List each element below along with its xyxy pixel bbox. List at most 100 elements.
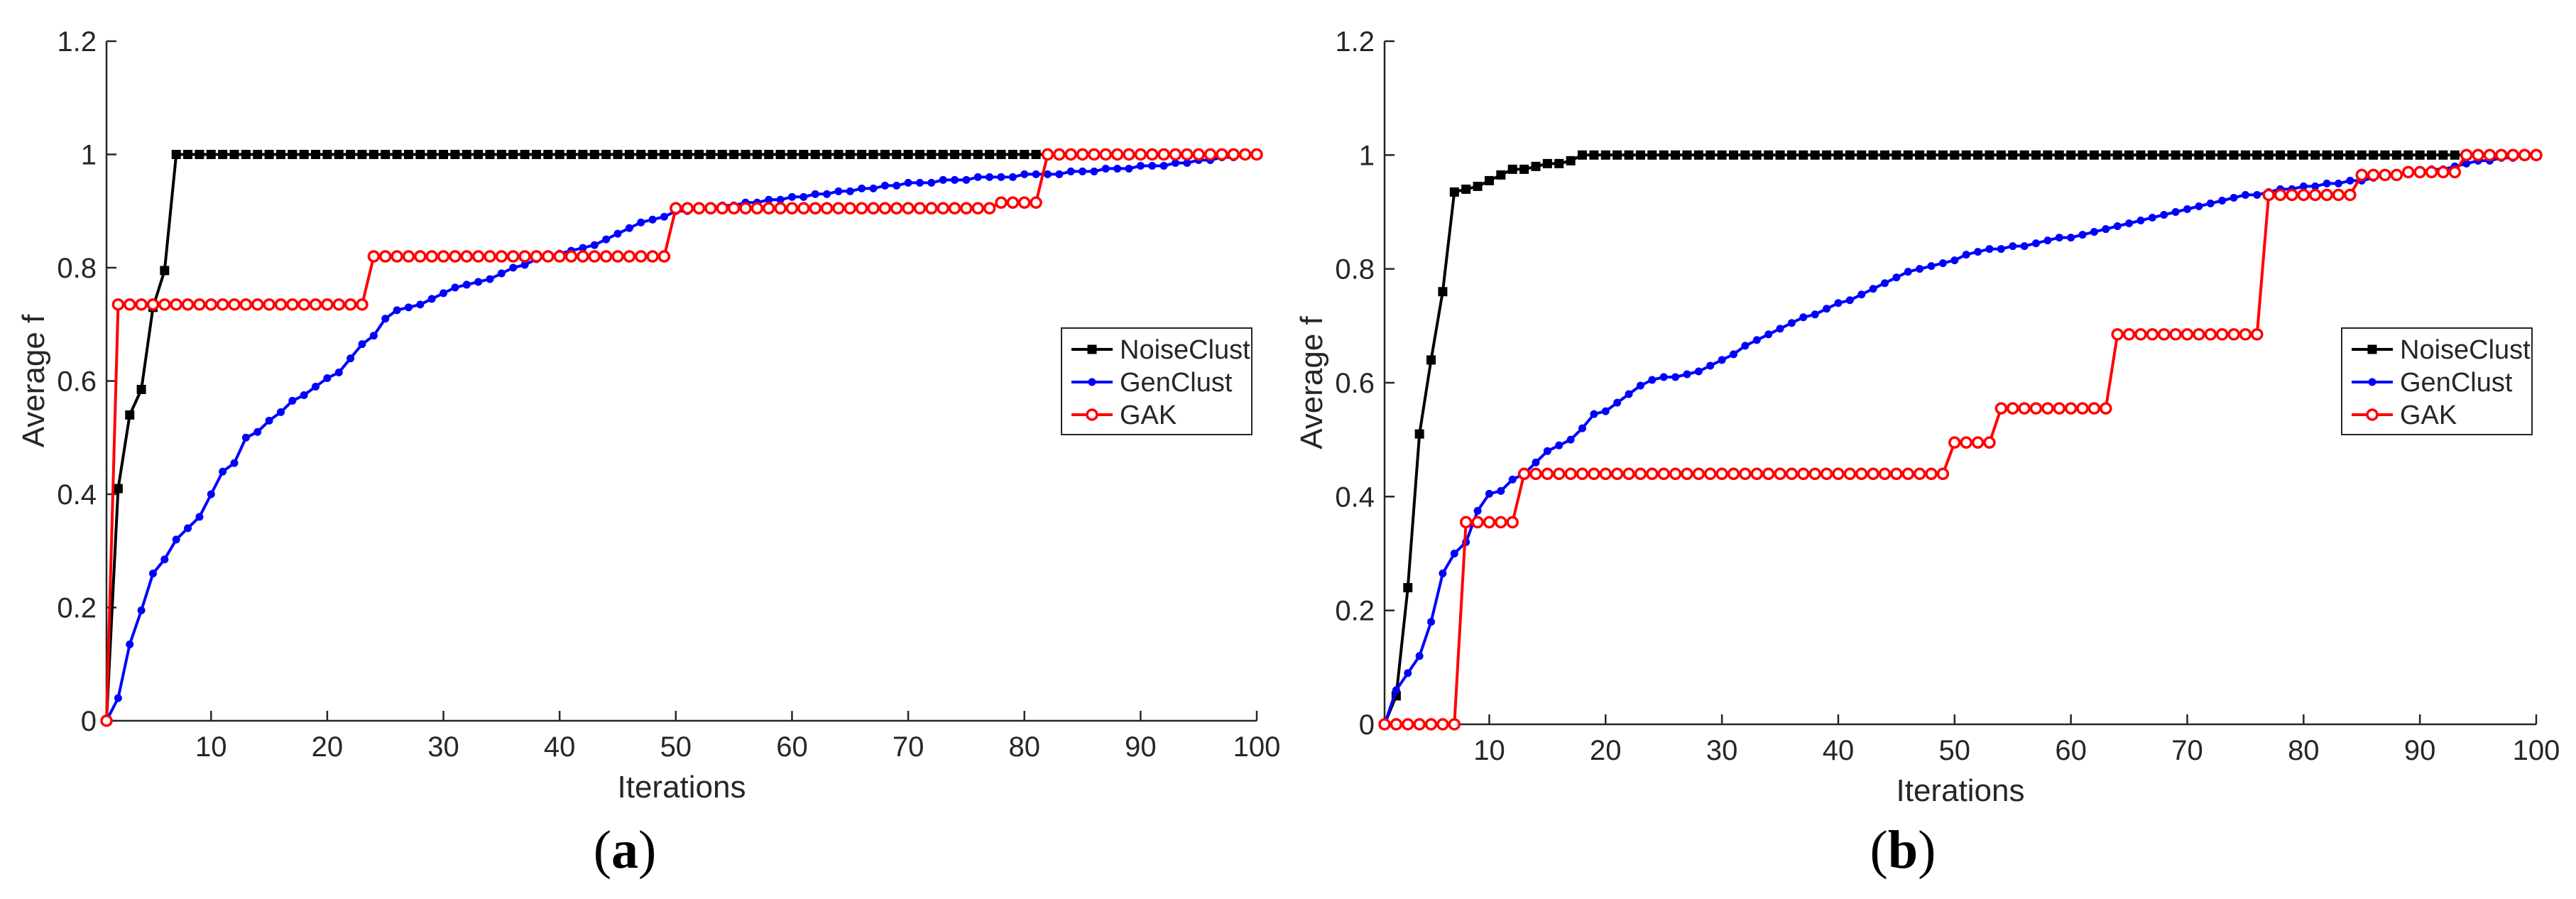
data-point xyxy=(1459,516,1473,529)
data-point xyxy=(2055,234,2063,242)
data-point xyxy=(1683,370,1691,378)
data-point xyxy=(971,202,985,215)
data-point xyxy=(2090,228,2098,236)
series-noiseclust xyxy=(1380,150,2541,729)
data-point xyxy=(1985,150,1994,160)
data-point xyxy=(880,150,890,159)
data-point xyxy=(263,298,275,311)
data-point xyxy=(1776,325,1784,333)
data-point xyxy=(1613,398,1622,407)
legend-item-gak: GAK xyxy=(1071,401,1177,430)
data-point xyxy=(1564,467,1577,481)
data-point xyxy=(1043,170,1052,178)
data-point xyxy=(2333,150,2343,160)
data-point xyxy=(219,467,227,476)
data-point xyxy=(1881,279,1889,288)
data-point xyxy=(1543,447,1551,455)
data-point xyxy=(2230,193,2238,202)
data-point xyxy=(1890,467,1903,481)
data-point xyxy=(111,298,125,311)
data-point xyxy=(2437,165,2450,179)
data-point xyxy=(391,250,403,263)
data-point xyxy=(2205,150,2215,160)
data-point xyxy=(2229,150,2239,160)
data-point xyxy=(2483,148,2496,162)
data-point xyxy=(181,298,195,311)
data-point xyxy=(2323,179,2331,187)
data-point xyxy=(300,391,308,399)
data-point xyxy=(484,250,496,263)
series-line-genclust xyxy=(105,153,1257,721)
data-point xyxy=(1657,467,1670,481)
data-point xyxy=(1030,196,1042,209)
data-point xyxy=(1053,148,1066,161)
data-point xyxy=(659,150,669,159)
data-point xyxy=(1823,305,1831,313)
data-point xyxy=(403,150,413,159)
data-point xyxy=(1610,467,1624,481)
data-point xyxy=(579,244,587,252)
x-tick-label: 10 xyxy=(1473,735,1505,766)
data-point xyxy=(1869,285,1877,293)
data-point xyxy=(414,250,427,263)
data-point xyxy=(2239,328,2252,341)
data-point xyxy=(915,178,924,187)
data-point xyxy=(1671,373,1680,381)
data-point xyxy=(878,202,892,215)
legend-item-genclust: GenClust xyxy=(2352,368,2513,398)
data-point xyxy=(1216,148,1228,161)
data-point xyxy=(369,150,378,159)
data-point xyxy=(1413,718,1426,731)
data-point xyxy=(2194,150,2204,160)
data-point xyxy=(1227,148,1240,161)
data-point xyxy=(752,150,762,159)
data-point xyxy=(1692,467,1705,481)
data-point xyxy=(506,250,520,263)
data-point xyxy=(2438,150,2448,160)
data-point xyxy=(1950,256,1959,265)
data-point xyxy=(660,212,668,221)
data-point xyxy=(1473,506,1482,515)
data-point xyxy=(253,427,262,436)
data-point xyxy=(100,714,113,727)
data-point xyxy=(1834,299,1843,307)
data-point xyxy=(2460,148,2473,162)
data-point xyxy=(1926,150,1936,160)
data-point xyxy=(299,150,309,159)
data-point xyxy=(2078,150,2087,160)
data-point xyxy=(1113,164,1122,173)
data-point xyxy=(602,235,611,244)
data-point xyxy=(951,175,959,184)
data-point xyxy=(146,298,160,311)
x-tick-label: 20 xyxy=(1590,735,1622,766)
legend-marker xyxy=(1088,378,1096,386)
data-point xyxy=(2518,148,2531,162)
data-point xyxy=(123,298,136,311)
data-point xyxy=(625,224,633,232)
data-point xyxy=(1787,319,1796,327)
data-point xyxy=(170,298,182,311)
data-point xyxy=(2078,231,2087,239)
y-tick-label: 0.2 xyxy=(1335,596,1375,627)
y-tick-label: 0.6 xyxy=(57,366,97,398)
data-point xyxy=(1588,467,1600,481)
legend-label: GAK xyxy=(1120,401,1177,430)
data-point xyxy=(2355,168,2368,182)
data-point xyxy=(1694,367,1703,376)
data-point xyxy=(1903,150,1913,160)
data-point xyxy=(1915,150,1925,160)
data-point xyxy=(2346,176,2354,185)
data-point xyxy=(2067,234,2075,242)
data-point xyxy=(2087,402,2101,415)
y-axis-label: Average f xyxy=(1294,315,1329,449)
data-point xyxy=(1868,150,1878,160)
data-point xyxy=(868,150,878,159)
data-point xyxy=(2100,402,2112,415)
data-point xyxy=(239,298,253,311)
data-point xyxy=(1961,150,1971,160)
y-tick-label: 0.8 xyxy=(1335,254,1375,285)
data-point xyxy=(2204,328,2217,341)
data-point xyxy=(599,250,613,263)
data-point xyxy=(2136,150,2146,160)
data-point xyxy=(462,150,471,159)
